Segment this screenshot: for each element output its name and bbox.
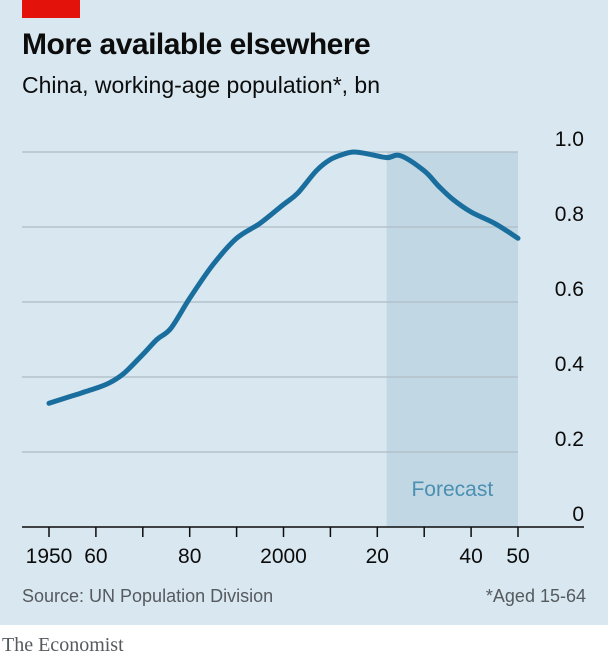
x-tick-label: 80 bbox=[178, 545, 201, 568]
x-axis: 1950 60 80 2000 20 40 50 bbox=[22, 526, 584, 568]
y-tick-label: 0.2 bbox=[555, 428, 584, 451]
x-tick-label: 40 bbox=[459, 545, 482, 568]
y-tick-label: 0 bbox=[572, 503, 584, 526]
line-chart: 0 0.2 0.4 0.6 0.8 1.0 1950 60 80 2000 20 40 50 Fore… bbox=[22, 128, 585, 568]
brand-red-tab bbox=[22, 0, 80, 18]
y-axis-ticks: 0 0.2 0.4 0.6 0.8 1.0 bbox=[555, 128, 585, 526]
footnote: *Aged 15-64 bbox=[485, 586, 586, 606]
y-tick-label: 0.4 bbox=[555, 353, 585, 376]
x-tick-label: 2000 bbox=[260, 545, 307, 568]
chart-subtitle: China, working-age population*, bn bbox=[22, 72, 381, 98]
x-tick-label: 1950 bbox=[26, 545, 73, 568]
y-tick-label: 0.8 bbox=[555, 203, 584, 226]
y-tick-label: 1.0 bbox=[555, 128, 584, 151]
x-tick-label: 20 bbox=[366, 545, 389, 568]
chart-title: More available elsewhere bbox=[22, 28, 371, 61]
series-line-working-age-population bbox=[46, 149, 521, 406]
y-tick-label: 0.6 bbox=[555, 278, 584, 301]
x-tick-label: 60 bbox=[84, 545, 107, 568]
publisher-logo: The Economist bbox=[2, 634, 124, 656]
x-tick-label: 50 bbox=[506, 545, 529, 568]
gridlines bbox=[22, 151, 518, 453]
source-note: Source: UN Population Division bbox=[22, 586, 274, 606]
forecast-band bbox=[386, 152, 518, 527]
forecast-label: Forecast bbox=[411, 478, 493, 501]
